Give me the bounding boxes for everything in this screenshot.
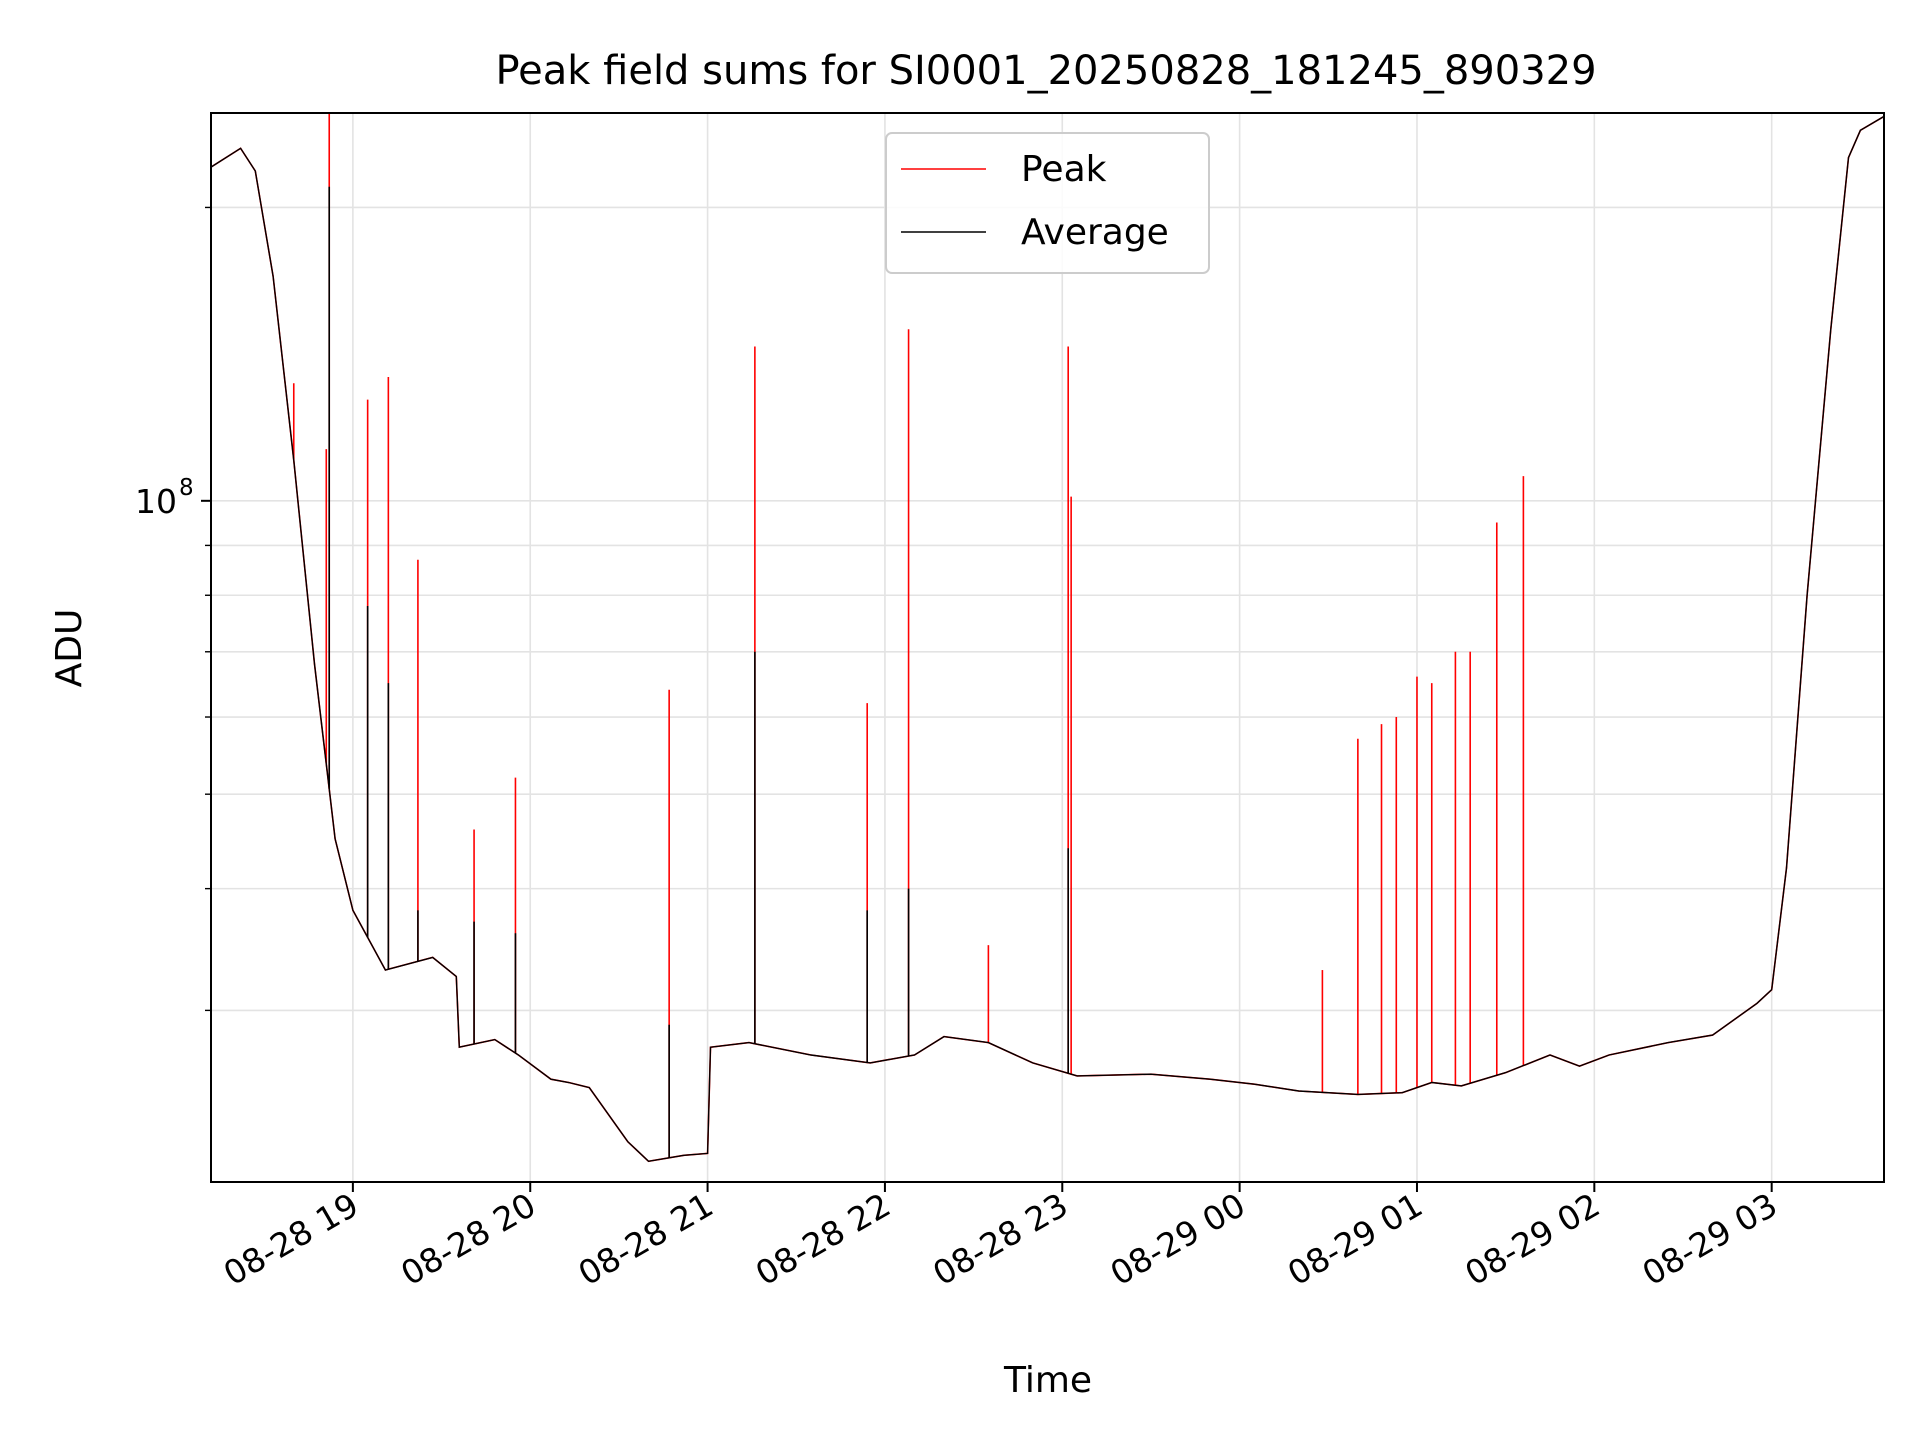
plot-frame — [210, 112, 1885, 1183]
grid — [211, 113, 1884, 1182]
legend: Peak Average — [885, 132, 1210, 274]
y-axis-label: ADU — [49, 609, 90, 688]
legend-label-average: Average — [1021, 212, 1169, 253]
series-average-line — [211, 115, 1884, 1163]
y-axis-ticks: 10 8 — [135, 206, 211, 1012]
series-average — [211, 115, 1884, 1163]
plot-series — [211, 113, 1884, 1163]
legend-box — [885, 132, 1210, 274]
y-tick-label-base: 10 — [135, 482, 177, 521]
chart-title: Peak field sums for SI0001_20250828_1812… — [495, 48, 1596, 94]
legend-label-peak: Peak — [1021, 149, 1107, 190]
x-axis-label: Time — [1003, 1360, 1092, 1401]
y-tick-label-exponent: 8 — [179, 475, 194, 501]
